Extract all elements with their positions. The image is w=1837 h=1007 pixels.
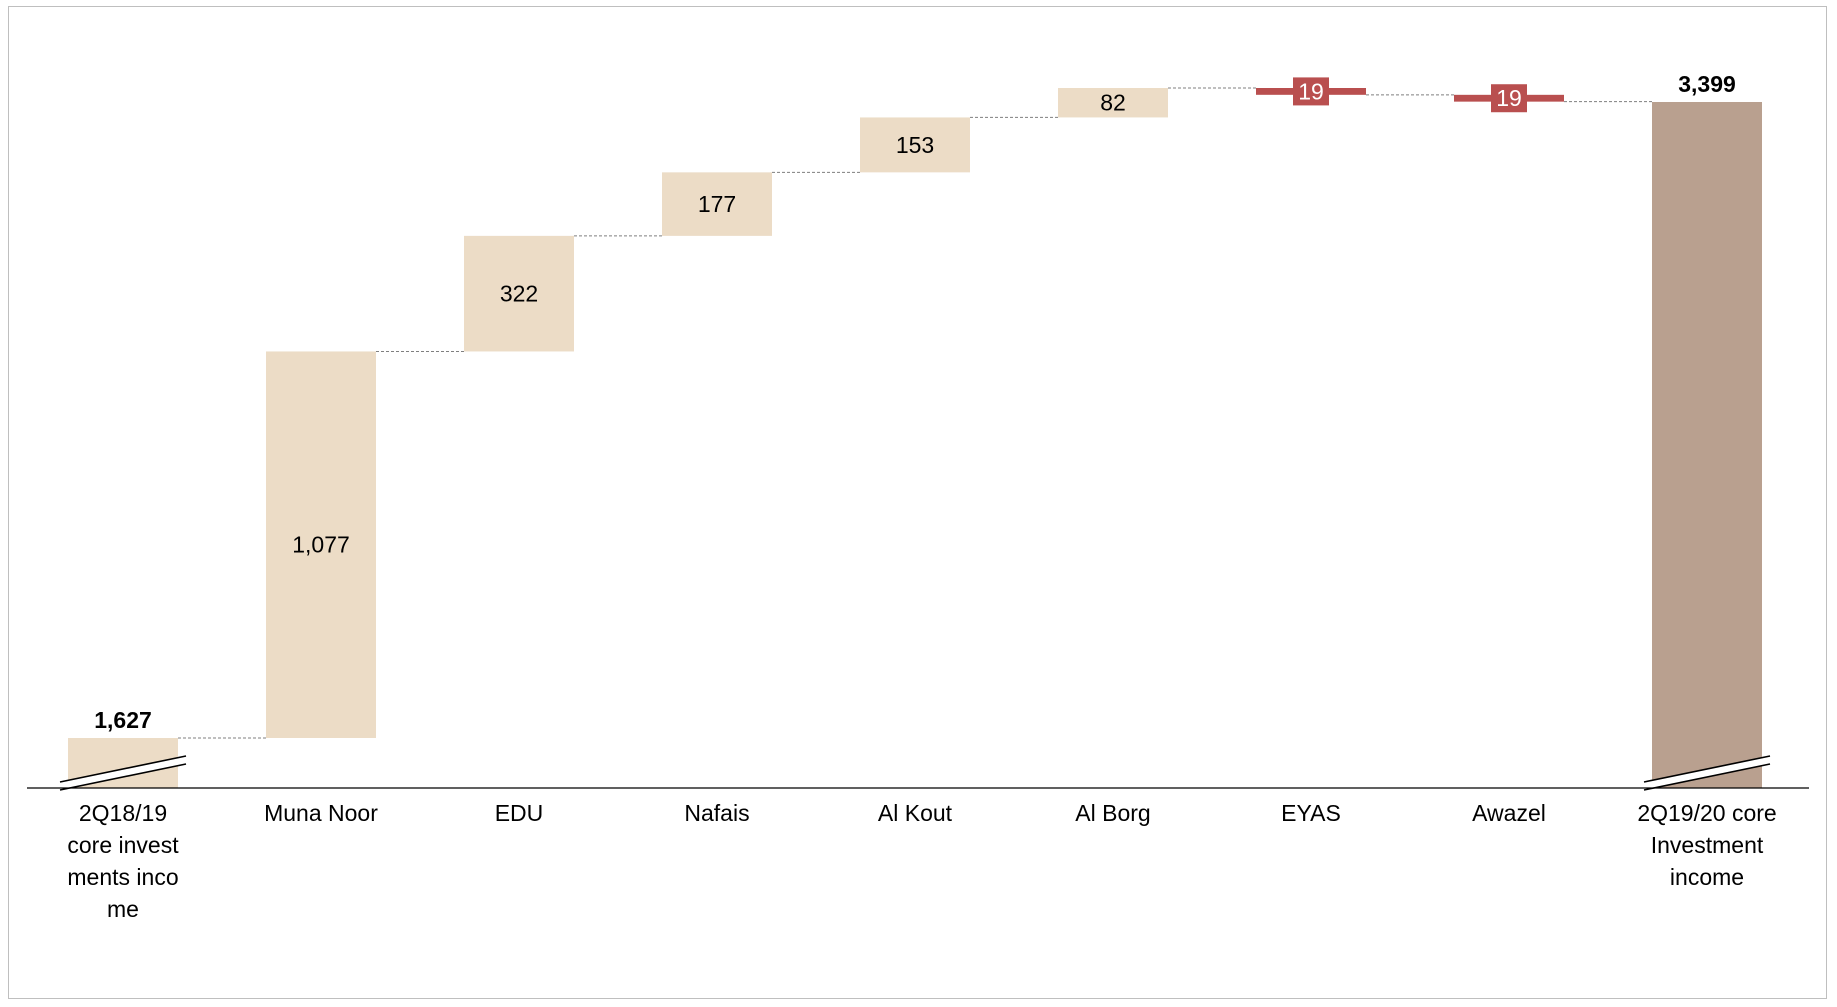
axis-break-line: [59, 755, 187, 783]
category-label: 2Q18/19 core invest ments inco me: [67, 800, 179, 922]
data-label: 153: [896, 132, 934, 158]
axis-break-line: [59, 763, 187, 791]
data-label: 3,399: [1678, 71, 1736, 97]
data-label: 1,077: [292, 532, 350, 558]
category-label-line: ments inco: [67, 864, 178, 890]
category-label-line: 2Q18/19: [79, 800, 167, 826]
axis-break-mark: [1643, 755, 1771, 791]
data-label-box: [1491, 84, 1527, 113]
waterfall-chart: 1,627 1,077 322 177 153 82 19 19 3,399 2Q18/19 cor…: [27, 71, 1809, 922]
category-label-line: EDU: [495, 800, 544, 826]
bar: [1058, 88, 1168, 118]
data-label: 1,627: [94, 707, 152, 733]
category-label-line: Nafais: [684, 800, 749, 826]
category-label-line: me: [107, 896, 139, 922]
category-label-line: income: [1670, 864, 1744, 890]
category-label: Al Borg: [1075, 800, 1150, 826]
axis-break-mark: [59, 755, 187, 791]
axis-break-line: [1643, 763, 1771, 791]
category-label: 2Q19/20 core Investment income: [1637, 800, 1776, 890]
category-label: Nafais: [684, 800, 749, 826]
data-label: 322: [500, 281, 538, 307]
bar: [860, 117, 970, 173]
axis-break-gap: [60, 756, 186, 790]
bar: [662, 172, 772, 236]
bar: [464, 235, 574, 352]
category-label-line: EYAS: [1281, 800, 1341, 826]
axis-break-gap: [1644, 756, 1770, 790]
axis-break-line: [1643, 755, 1771, 783]
chart-frame: 1,627 1,077 322 177 153 82 19 19 3,399 2Q18/19 cor…: [8, 6, 1827, 999]
category-label: EDU: [495, 800, 544, 826]
category-label-line: Al Kout: [878, 800, 953, 826]
category-label-line: Investment: [1651, 832, 1764, 858]
category-label: Awazel: [1472, 800, 1546, 826]
category-label-line: Awazel: [1472, 800, 1546, 826]
category-label: EYAS: [1281, 800, 1341, 826]
category-label-line: Muna Noor: [264, 800, 378, 826]
category-label: Muna Noor: [264, 800, 378, 826]
data-label-box: [1293, 77, 1329, 106]
category-label-line: core invest: [67, 832, 179, 858]
category-label: Al Kout: [878, 800, 953, 826]
data-label: 19: [1298, 78, 1324, 104]
data-label: 19: [1496, 85, 1522, 111]
category-label-line: 2Q19/20 core: [1637, 800, 1776, 826]
data-label: 82: [1100, 90, 1126, 116]
category-label-line: Al Borg: [1075, 800, 1150, 826]
bar: [266, 351, 376, 738]
data-label: 177: [698, 191, 736, 217]
bar: [1652, 102, 1762, 788]
